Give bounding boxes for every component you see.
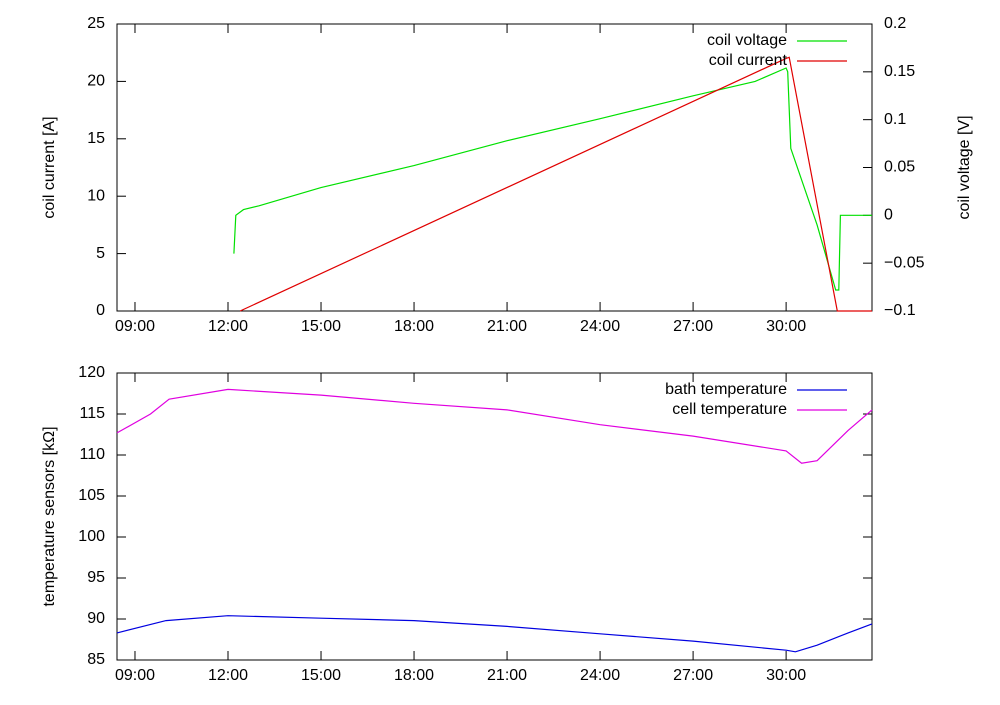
x-tick-label: 30:00: [766, 318, 806, 335]
legend-label: coil current: [709, 52, 788, 69]
x-tick-label: 30:00: [766, 667, 806, 684]
y2-tick-label: 0.15: [884, 63, 915, 80]
y2-tick-label: −0.05: [884, 254, 925, 271]
y2-tick-label: 0.1: [884, 111, 906, 128]
y-tick-label: 5: [96, 245, 105, 262]
y-tick-label: 15: [87, 130, 105, 147]
plot-frame: [116, 372, 873, 661]
y-tick-label: 105: [78, 487, 105, 504]
series-line: [239, 56, 872, 312]
x-tick-label: 12:00: [208, 667, 248, 684]
y-tick-label: 10: [87, 187, 105, 204]
y-tick-label: 20: [87, 73, 105, 90]
y-tick-label: 25: [87, 15, 105, 32]
x-tick-label: 18:00: [394, 667, 434, 684]
x-tick-label: 27:00: [673, 667, 713, 684]
x-tick-label: 15:00: [301, 667, 341, 684]
x-tick-label: 12:00: [208, 318, 248, 335]
legend-label: bath temperature: [665, 381, 787, 398]
y-tick-label: 95: [87, 569, 105, 586]
x-tick-label: 27:00: [673, 318, 713, 335]
x-tick-label: 24:00: [580, 667, 620, 684]
y2-tick-label: 0: [884, 207, 893, 224]
y-tick-label: 115: [79, 405, 105, 422]
y-tick-label: 0: [96, 302, 105, 319]
x-tick-label: 21:00: [487, 318, 527, 335]
y-axis-label: temperature sensors [kΩ]: [41, 426, 58, 606]
y-tick-label: 120: [78, 364, 105, 381]
x-tick-label: 15:00: [301, 318, 341, 335]
legend-label: coil voltage: [707, 32, 787, 49]
series-line: [116, 388, 873, 464]
y-tick-label: 110: [79, 446, 105, 463]
y2-tick-label: −0.1: [884, 302, 916, 319]
y-axis-label: coil current [A]: [41, 116, 58, 218]
y-tick-label: 85: [87, 651, 105, 668]
x-tick-label: 24:00: [580, 318, 620, 335]
y2-tick-label: 0.2: [884, 15, 906, 32]
y-tick-label: 90: [87, 610, 105, 627]
x-tick-label: 09:00: [115, 667, 155, 684]
x-tick-label: 09:00: [115, 318, 155, 335]
y-tick-label: 100: [78, 528, 105, 545]
x-tick-label: 21:00: [487, 667, 527, 684]
series-line: [116, 615, 873, 653]
y2-axis-label: coil voltage [V]: [956, 115, 973, 219]
x-tick-label: 18:00: [394, 318, 434, 335]
series-line: [233, 67, 872, 291]
legend-label: cell temperature: [672, 401, 787, 418]
y2-tick-label: 0.05: [884, 159, 915, 176]
